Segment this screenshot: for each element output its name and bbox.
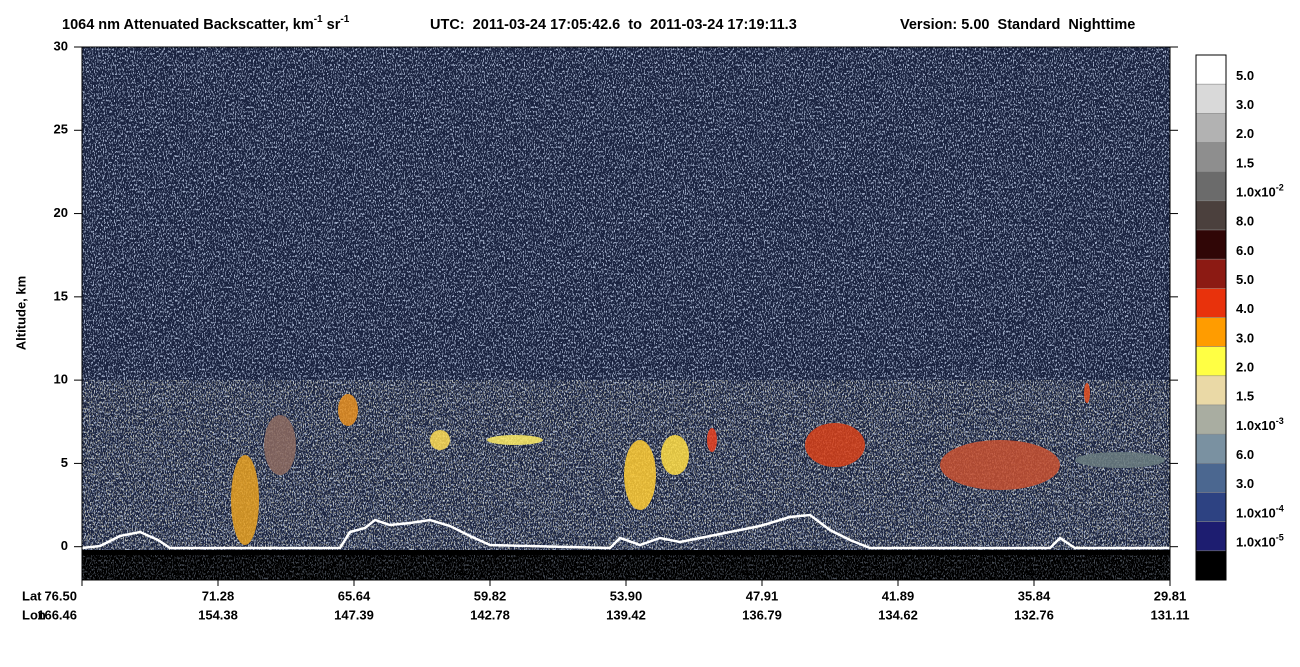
colorbar-label-part: 6.0	[1236, 447, 1254, 462]
x-tick-label: 139.42	[606, 607, 646, 622]
colorbar-label-part: 2.0	[1236, 360, 1254, 375]
colorbar-label: 2.0	[1236, 360, 1254, 375]
chart-title: 1064 nm Attenuated Backscatter, km-1 sr-…	[62, 14, 350, 33]
colorbar-label: 3.0	[1236, 97, 1254, 112]
x-tick-label: 166.46	[37, 607, 77, 622]
colorbar-label: 4.0	[1236, 302, 1254, 317]
y-tick-label: 20	[54, 205, 68, 220]
colorbar-swatch	[1195, 404, 1227, 435]
colorbar-label-part: -2	[1276, 183, 1284, 193]
colorbar-label-part: 1.0x10	[1236, 535, 1276, 550]
colorbar-swatch	[1195, 200, 1227, 231]
x-row-name: Lat	[22, 588, 42, 603]
colorbar-swatch	[1195, 83, 1227, 114]
y-tick-label: 0	[61, 538, 68, 553]
colorbar-label: 1.5	[1236, 156, 1254, 171]
y-tick-label: 10	[54, 372, 68, 387]
colorbar-label-part: 4.0	[1236, 302, 1254, 317]
x-tick-label: 132.76	[1014, 607, 1054, 622]
x-tick-label: 142.78	[470, 607, 510, 622]
version: Version: 5.00 Standard Nighttime	[900, 17, 1135, 33]
colorbar-swatch	[1195, 54, 1227, 85]
x-tick-label: 35.84	[1018, 588, 1051, 603]
x-tick-label: 53.90	[610, 588, 643, 603]
colorbar-swatch	[1195, 463, 1227, 493]
colorbar-swatch	[1195, 433, 1227, 464]
colorbar-swatch	[1195, 317, 1227, 347]
surface-return	[82, 513, 1170, 550]
x-row-name: Lon	[22, 607, 46, 622]
backscatter-image	[82, 47, 1170, 580]
colorbar-label-part: 1.0x10	[1236, 506, 1276, 521]
colorbar-swatch	[1195, 492, 1227, 522]
colorbar-label-part: 8.0	[1236, 214, 1254, 229]
colorbar-label: 5.0	[1236, 68, 1254, 83]
colorbar-label: 2.0	[1236, 127, 1254, 142]
x-tick-label: 71.28	[202, 588, 235, 603]
colorbar-label-part: 3.0	[1236, 331, 1254, 346]
y-tick-label: 5	[61, 455, 68, 470]
x-tick-label: 134.62	[878, 607, 918, 622]
colorbar-label-part: 2.0	[1236, 127, 1254, 142]
y-tick-label: 15	[54, 288, 68, 303]
colorbar-swatch	[1195, 521, 1227, 552]
colorbar-label-part: 6.0	[1236, 243, 1254, 258]
x-tick-label: 147.39	[334, 607, 374, 622]
colorbar-swatch	[1195, 142, 1227, 172]
y-tick-label: 30	[54, 38, 68, 53]
colorbar-label-part: -4	[1276, 504, 1284, 514]
x-tick-label: 131.11	[1150, 607, 1189, 622]
x-tick-label: 47.91	[746, 588, 779, 603]
colorbar-label-part: -3	[1276, 416, 1284, 426]
colorbar-label-part: 3.0	[1236, 477, 1254, 492]
colorbar-label: 1.5	[1236, 389, 1254, 404]
colorbar-label-part: 1.0x10	[1236, 185, 1276, 200]
title-part: sr	[323, 17, 341, 33]
colorbar-swatch	[1195, 346, 1227, 377]
colorbar-label-part: 1.5	[1236, 389, 1254, 404]
colorbar-swatch	[1195, 550, 1227, 581]
colorbar-label: 5.0	[1236, 272, 1254, 287]
title-part: -1	[340, 14, 349, 25]
colorbar-swatch	[1195, 171, 1227, 202]
colorbar-label-part: 5.0	[1236, 68, 1254, 83]
colorbar-label: 8.0	[1236, 214, 1254, 229]
x-tick-label: 136.79	[742, 607, 782, 622]
colorbar-label: 6.0	[1236, 243, 1254, 258]
colorbar-label: 6.0	[1236, 447, 1254, 462]
colorbar-label-part: 5.0	[1236, 272, 1254, 287]
colorbar-swatch	[1195, 375, 1227, 406]
colorbar-label: 1.0x10-2	[1236, 183, 1284, 200]
colorbar-label-part: 1.5	[1236, 156, 1254, 171]
colorbar-label: 3.0	[1236, 477, 1254, 492]
colorbar-frame	[1195, 54, 1227, 581]
x-tick-label: 65.64	[338, 588, 371, 603]
colorbar-swatch	[1195, 288, 1227, 318]
colorbar-label: 1.0x10-3	[1236, 416, 1284, 433]
colorbar-swatch	[1195, 258, 1227, 289]
colorbar-label-part: 3.0	[1236, 97, 1254, 112]
colorbar-label: 1.0x10-4	[1236, 504, 1284, 521]
x-tick-label: 154.38	[198, 607, 238, 622]
utc-range: UTC: 2011-03-24 17:05:42.6 to 2011-03-24…	[430, 17, 797, 33]
x-tick-label: 29.81	[1154, 588, 1187, 603]
colorbar-swatch	[1195, 229, 1227, 260]
x-tick-label: 76.50	[44, 588, 77, 603]
title-part: -1	[314, 14, 323, 25]
title-part: 1064 nm Attenuated Backscatter, km	[62, 17, 314, 33]
colorbar-label: 1.0x10-5	[1236, 533, 1284, 550]
x-tick-label: 41.89	[882, 588, 915, 603]
colorbar-swatch	[1195, 113, 1227, 143]
y-tick-label: 25	[54, 122, 68, 137]
y-axis-label: Altitude, km	[13, 276, 28, 350]
colorbar-label-part: 1.0x10	[1236, 418, 1276, 433]
x-tick-label: 59.82	[474, 588, 507, 603]
colorbar-label: 3.0	[1236, 331, 1254, 346]
colorbar-label-part: -5	[1276, 533, 1284, 543]
